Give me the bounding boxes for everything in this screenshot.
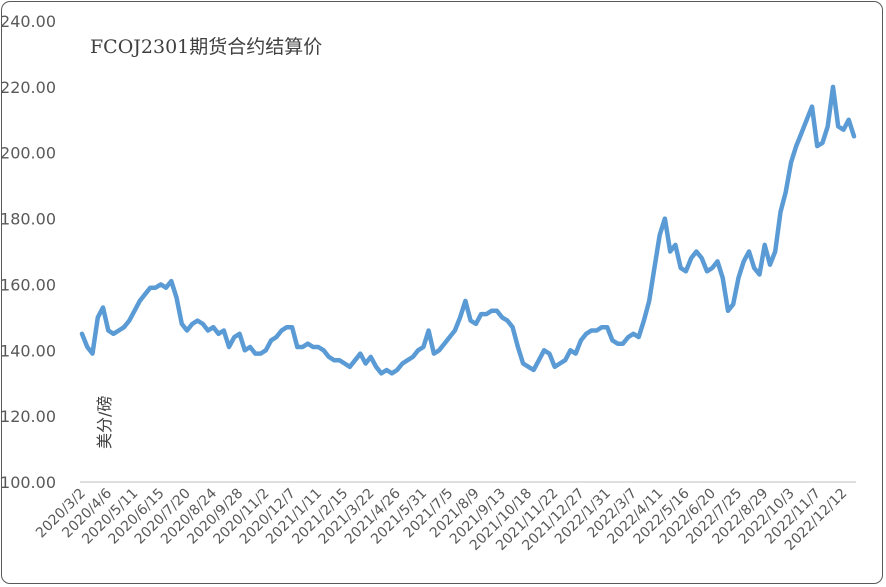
y-tick-label: 100.00 [0, 473, 56, 492]
y-tick-label: 180.00 [0, 210, 56, 229]
y-axis-label: 美分/磅 [95, 396, 114, 449]
y-tick-label: 200.00 [0, 144, 56, 163]
y-tick-label: 240.00 [0, 12, 56, 31]
y-tick-label: 220.00 [0, 78, 56, 97]
series-line [79, 84, 857, 376]
y-tick-label: 140.00 [0, 341, 56, 360]
y-tick-label: 120.00 [0, 407, 56, 426]
x-axis-ticks: 2020/3/22020/4/62020/5/112020/6/152020/7… [33, 485, 850, 553]
y-tick-label: 160.00 [0, 275, 56, 294]
chart-title: FCOJ2301期货合约结算价 [90, 36, 322, 58]
y-axis-ticks: 100.00 120.00 140.00 160.00 180.00 200.00 220.… [0, 12, 56, 492]
